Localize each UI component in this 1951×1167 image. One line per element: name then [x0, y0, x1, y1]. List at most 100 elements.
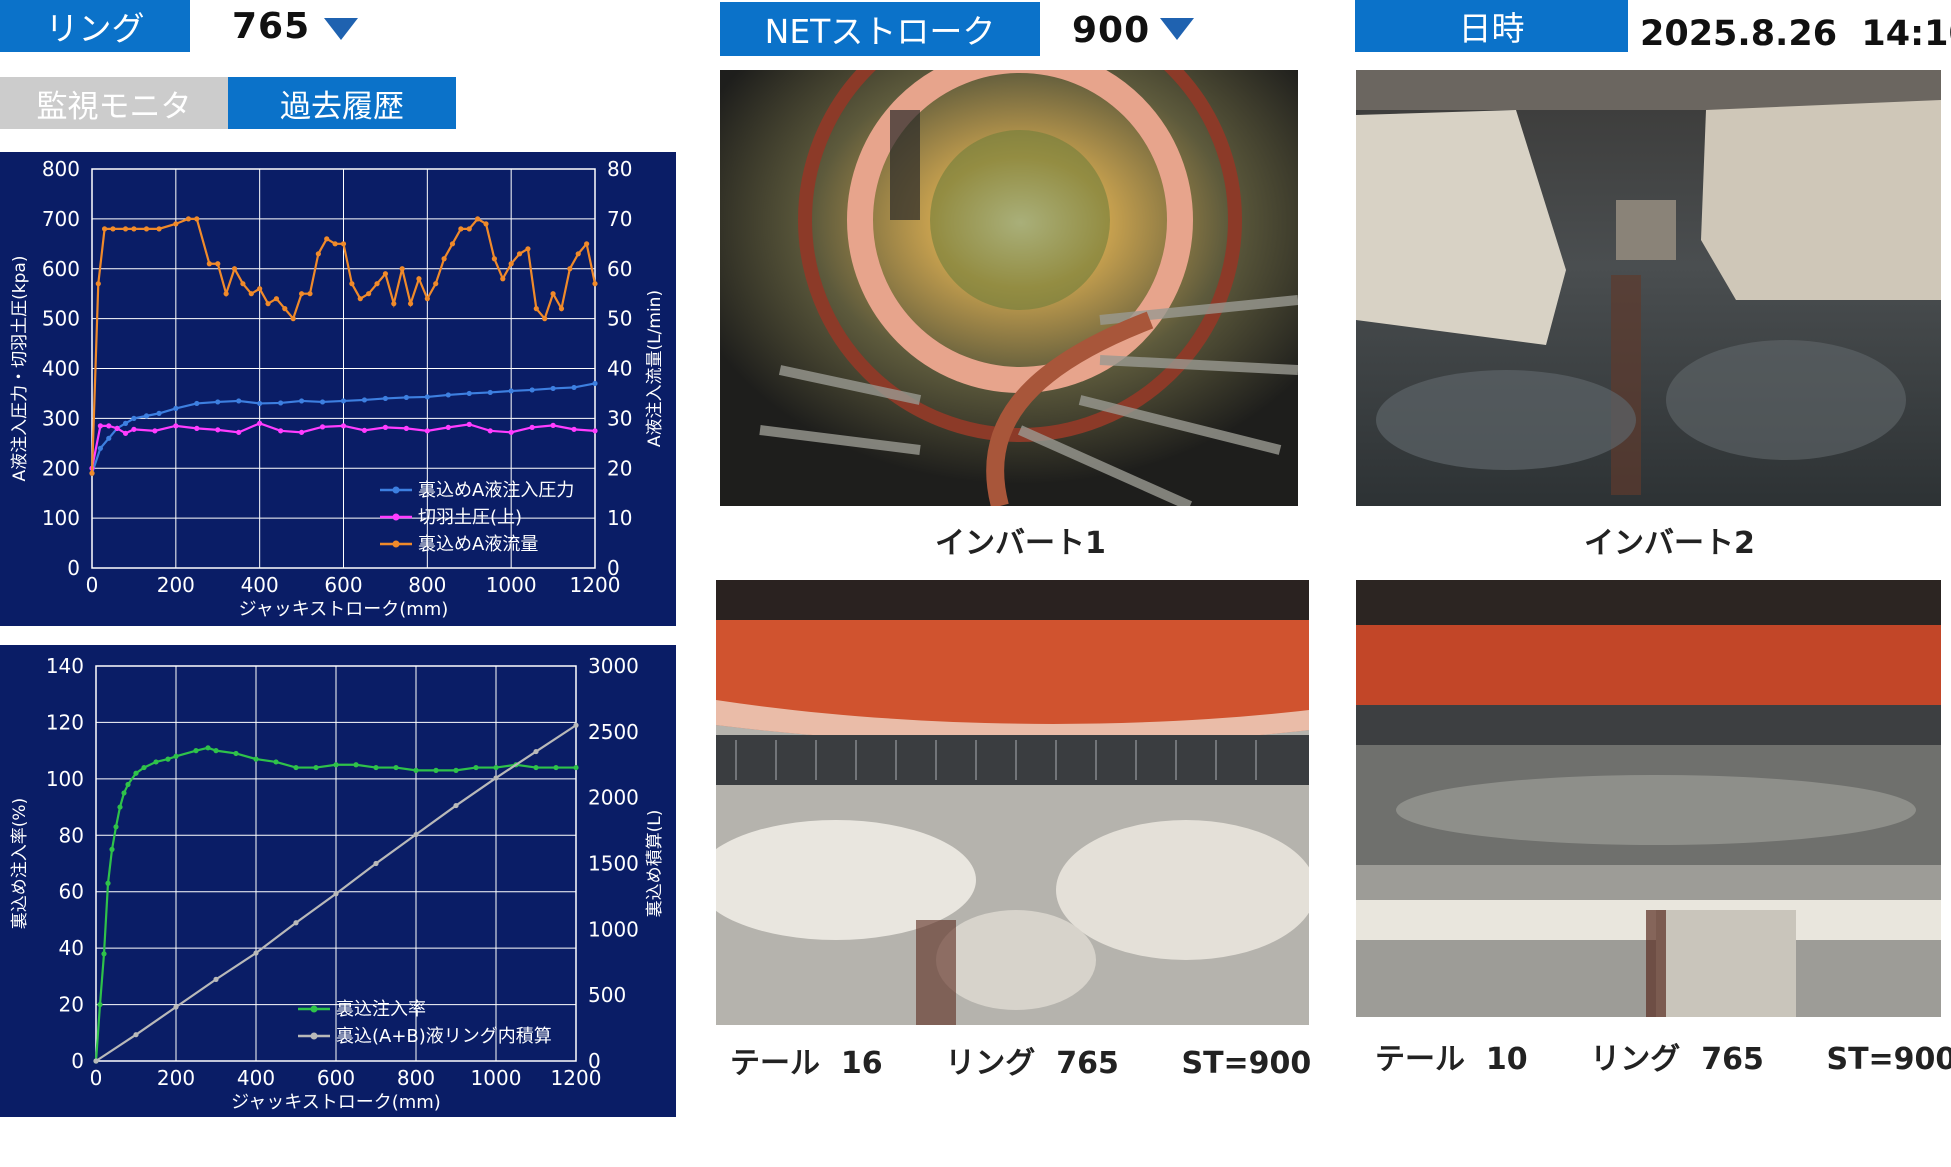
y-tick-label: 20: [59, 993, 84, 1017]
data-point: [508, 388, 514, 394]
x-tick-label: 1200: [551, 1066, 602, 1090]
data-point: [293, 764, 299, 771]
tab-history[interactable]: 過去履歴: [228, 77, 456, 129]
data-point: [105, 880, 111, 886]
data-point: [533, 764, 539, 771]
data-point: [282, 306, 288, 312]
chart-injection-rate: 0 200 400 600 800 1000 1200 0 20 40 60 80 100 120 140 0…: [0, 645, 676, 1117]
x-tick-label: 1200: [570, 573, 621, 597]
data-point: [97, 423, 103, 429]
data-point: [453, 767, 459, 773]
data-point: [508, 429, 514, 435]
datetime-value: 2025.8.26 14:10: [1640, 14, 1951, 54]
data-point: [313, 764, 319, 771]
data-point: [382, 271, 389, 277]
net-stroke-select[interactable]: 900: [1072, 10, 1212, 54]
data-point: [95, 281, 101, 287]
data-point: [445, 424, 451, 430]
photo-tail-10[interactable]: [1356, 580, 1941, 1017]
data-point: [466, 226, 472, 232]
invert-floor-image: [1356, 70, 1941, 506]
data-point: [173, 423, 179, 429]
data-point: [101, 226, 108, 232]
data-point: [558, 306, 565, 312]
tab-monitor[interactable]: 監視モニタ: [0, 77, 228, 129]
data-point: [407, 301, 414, 307]
data-point: [473, 764, 479, 771]
y2-axis-label: 裏込め積算(L): [644, 810, 665, 918]
data-point: [153, 759, 159, 765]
data-point: [349, 281, 355, 287]
x-tick-label: 800: [408, 573, 446, 597]
data-point: [253, 950, 259, 956]
data-point: [571, 384, 577, 391]
data-point: [215, 261, 221, 267]
data-point: [382, 395, 389, 402]
data-point: [133, 1032, 139, 1038]
y2-tick-label: 80: [607, 157, 632, 181]
legend-marker: [310, 1032, 318, 1040]
photo-invert-2[interactable]: [1356, 70, 1941, 506]
data-point: [122, 430, 129, 436]
data-point: [223, 291, 229, 297]
x-tick-label: 1000: [471, 1066, 522, 1090]
x-axis-label: ジャッキストローク(mm): [231, 1092, 441, 1113]
legend-label: 裏込めA液注入圧力: [418, 480, 574, 501]
data-point: [361, 427, 368, 433]
data-point: [458, 226, 464, 232]
x-tick-label: 0: [86, 573, 99, 597]
data-point: [403, 425, 409, 431]
datetime-label: 日時: [1355, 0, 1628, 52]
data-point: [152, 428, 158, 434]
y-tick-label: 100: [42, 506, 80, 530]
data-point: [357, 296, 363, 302]
ring-select[interactable]: 765: [232, 6, 372, 50]
data-point: [122, 420, 129, 426]
data-point: [121, 790, 127, 796]
data-point: [173, 221, 179, 227]
data-point: [508, 261, 514, 267]
data-point: [382, 424, 389, 430]
photo-invert-1[interactable]: [720, 70, 1298, 506]
data-point: [213, 976, 219, 982]
data-point: [143, 413, 150, 419]
x-tick-label: 400: [237, 1066, 275, 1090]
data-point: [573, 722, 579, 728]
data-point: [433, 767, 439, 773]
y-tick-label: 300: [42, 406, 80, 430]
data-point: [592, 281, 598, 287]
y2-tick-label: 20: [607, 456, 632, 480]
y2-tick-label: 30: [607, 406, 632, 430]
data-point: [373, 764, 379, 771]
data-point: [453, 802, 459, 809]
y-axis-label: A液注入圧力・切羽土圧(kpa): [10, 256, 30, 482]
y2-tick-label: 40: [607, 357, 632, 381]
data-point: [550, 291, 556, 297]
data-point: [466, 390, 472, 397]
data-point: [353, 762, 359, 768]
y2-tick-label: 0: [588, 1049, 601, 1073]
data-point: [424, 428, 430, 434]
caption-tail-16: テール 16 リング 765 ST=900: [730, 1046, 1312, 1081]
data-point: [374, 281, 380, 287]
y-tick-label: 200: [42, 456, 80, 480]
data-point: [433, 281, 439, 287]
y2-tick-label: 500: [588, 983, 626, 1007]
y2-tick-label: 3000: [588, 654, 639, 678]
data-point: [298, 429, 305, 435]
data-point: [413, 831, 419, 838]
data-point: [525, 246, 531, 252]
y-tick-label: 140: [46, 654, 84, 678]
data-point: [399, 266, 405, 272]
data-point: [493, 775, 499, 781]
photo-tail-16[interactable]: [716, 580, 1309, 1025]
x-tick-label: 0: [90, 1066, 103, 1090]
data-point: [110, 226, 116, 232]
y2-tick-label: 1000: [588, 917, 639, 941]
legend-marker: [392, 540, 400, 548]
data-point: [215, 399, 221, 405]
x-axis-label: ジャッキストローク(mm): [239, 599, 449, 620]
data-point: [257, 286, 263, 292]
y2-tick-label: 2500: [588, 720, 639, 744]
y2-tick-label: 10: [607, 506, 632, 530]
